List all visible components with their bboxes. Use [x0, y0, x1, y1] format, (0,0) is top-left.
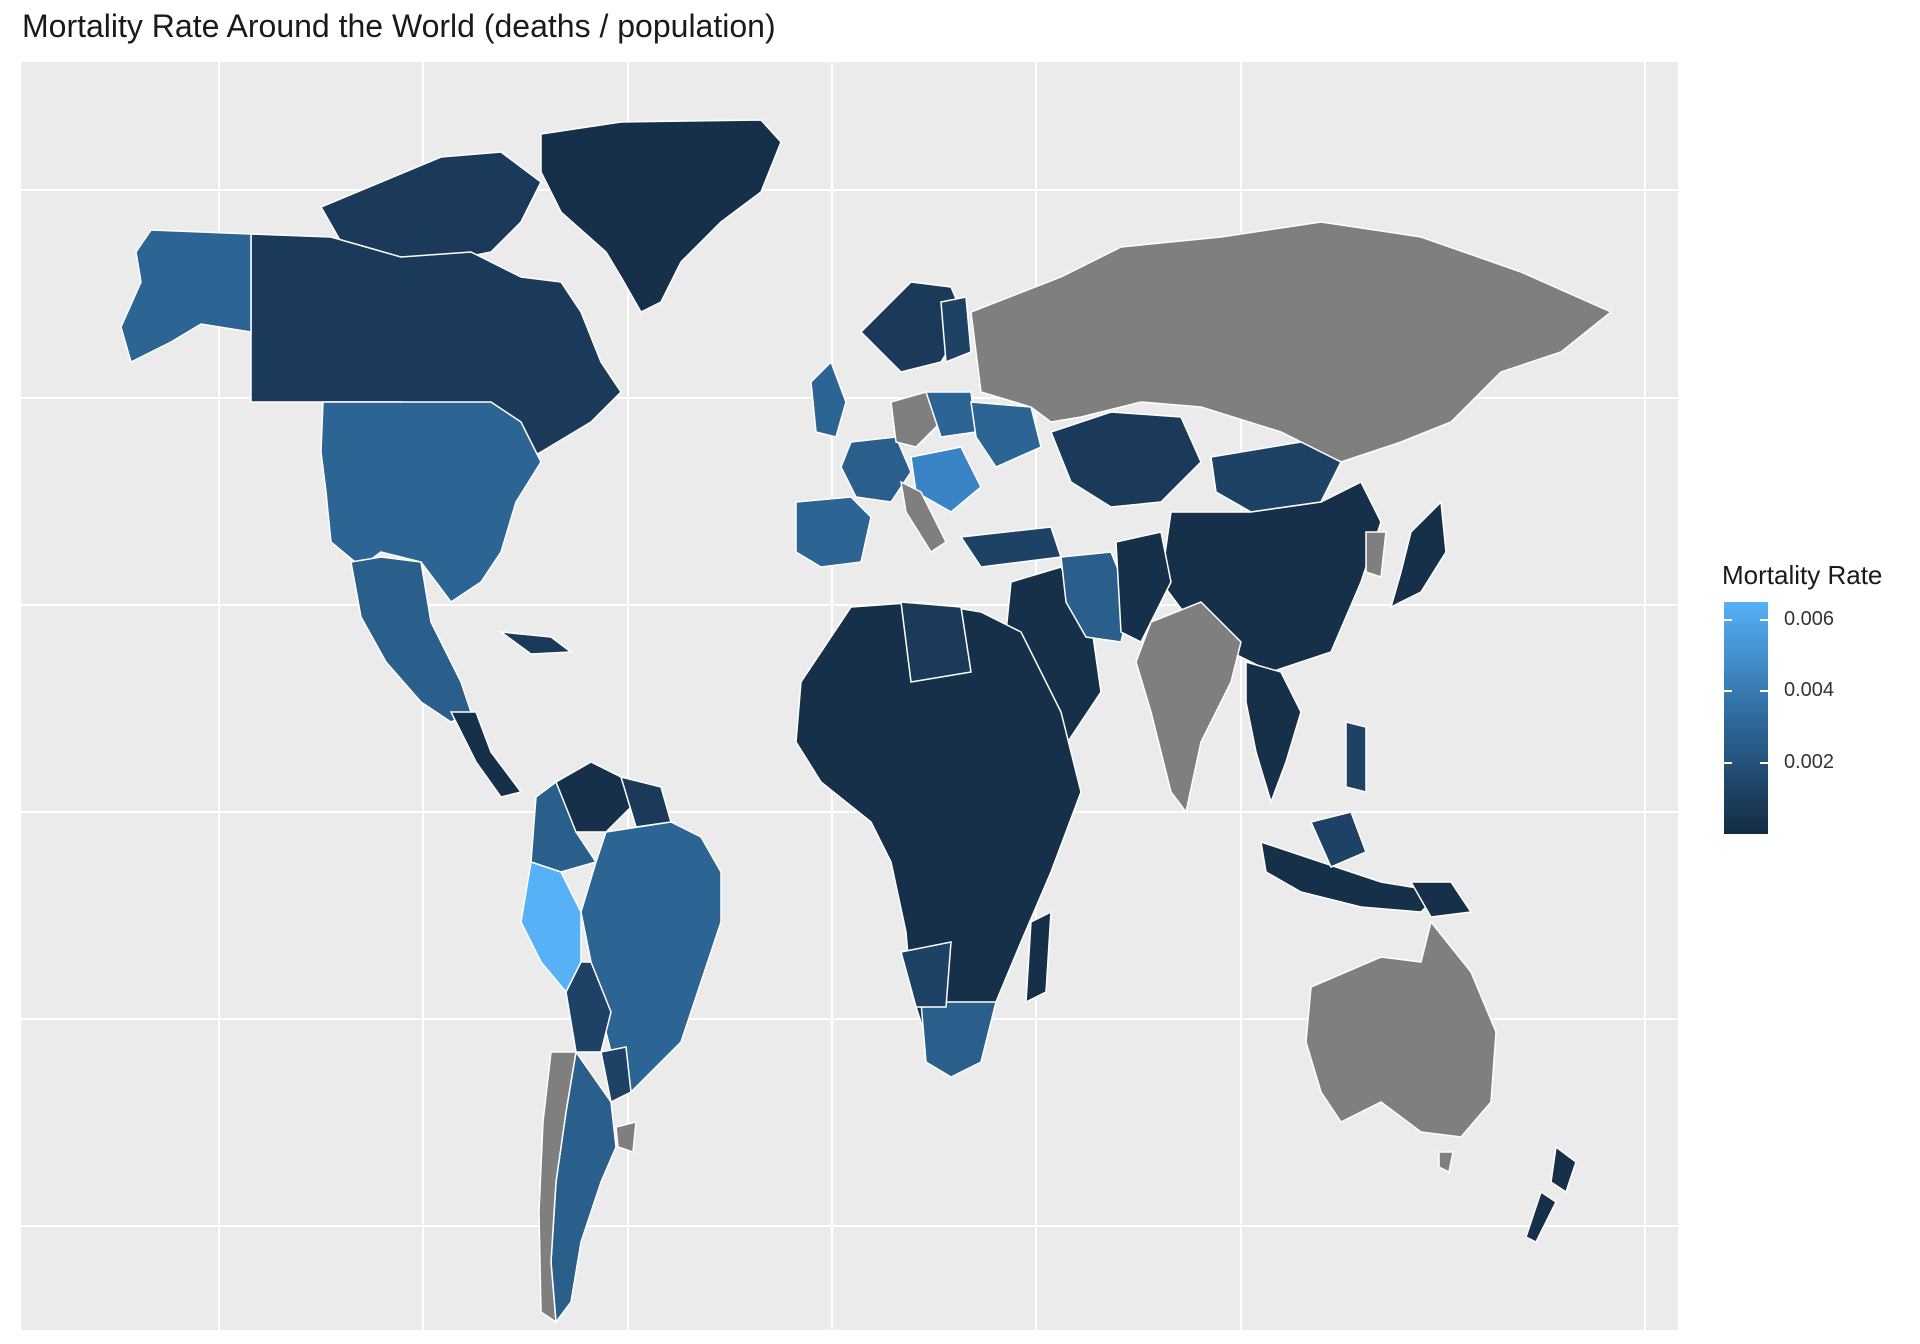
legend-colorbar	[1724, 602, 1768, 834]
region-afpak	[1115, 531, 1172, 644]
region-greenland	[540, 119, 782, 313]
legend-tick-left	[1724, 761, 1732, 764]
legend-tick-right	[1760, 690, 1768, 693]
region-libya	[900, 601, 972, 683]
region-peru	[520, 861, 582, 994]
region-namibia-botswana	[900, 941, 952, 1008]
region-indonesia	[1260, 840, 1443, 913]
region-italy	[900, 480, 947, 554]
region-chile	[538, 1051, 577, 1324]
legend-tick-right	[1760, 761, 1768, 764]
region-australia	[1305, 920, 1497, 1138]
region-finland	[940, 296, 972, 364]
region-uk	[810, 360, 847, 438]
region-kazakhstan	[1050, 411, 1202, 508]
legend-title: Mortality Rate	[1722, 560, 1883, 590]
region-india	[1135, 601, 1242, 814]
legend-tick-label: 0.006	[1784, 607, 1835, 630]
region-balkans	[910, 446, 982, 513]
region-madagascar	[1025, 910, 1052, 1004]
region-caribbean	[498, 630, 574, 655]
legend-tick-label: 0.002	[1784, 750, 1835, 773]
world-map	[21, 62, 1678, 1330]
region-turkey	[959, 526, 1063, 568]
region-paraguay	[600, 1046, 632, 1104]
region-new-guinea	[1409, 881, 1473, 918]
region-alaska	[120, 229, 252, 364]
legend-tick-label: 0.004	[1784, 679, 1835, 702]
legend-tick-left	[1724, 690, 1732, 693]
region-iran	[1060, 551, 1132, 643]
region-south-africa	[920, 1001, 997, 1078]
region-central-america	[449, 711, 523, 798]
region-philippines	[1345, 721, 1367, 793]
region-southeast-asia	[1245, 661, 1302, 805]
region-new-zealand-south	[1525, 1190, 1557, 1244]
region-ukraine	[970, 401, 1042, 468]
legend-tick-right	[1760, 618, 1768, 621]
region-new-zealand	[1550, 1145, 1577, 1194]
region-borneo	[1309, 811, 1367, 868]
region-usa	[320, 401, 542, 604]
region-japan	[1389, 500, 1447, 609]
region-korea	[1365, 531, 1387, 579]
chart-title: Mortality Rate Around the World (deaths …	[22, 8, 776, 44]
region-tasmania	[1438, 1151, 1454, 1174]
map-panel	[21, 62, 1678, 1330]
region-central-europe	[890, 391, 942, 448]
region-france	[840, 436, 912, 503]
legend: Mortality Rate 0.006 0.004 0.002	[1722, 560, 1912, 860]
region-uruguay	[615, 1121, 637, 1154]
region-iberia	[795, 496, 872, 568]
legend-tick-left	[1724, 618, 1732, 621]
region-russia	[970, 221, 1613, 463]
